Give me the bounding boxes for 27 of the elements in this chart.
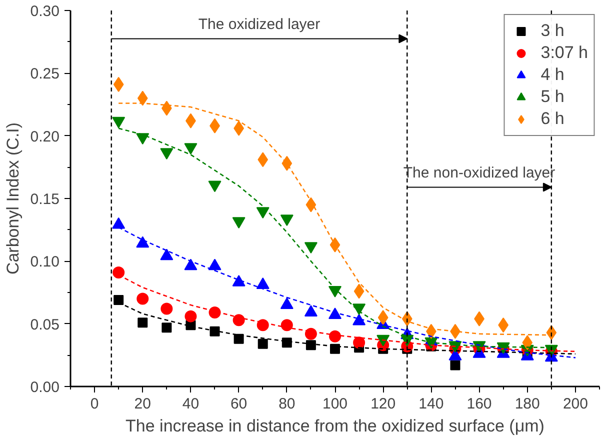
x-tick-label: 160: [466, 396, 492, 412]
x-tick-label: 20: [134, 396, 151, 412]
x-tick-label: 0: [90, 396, 99, 412]
x-tick-label: 100: [322, 396, 348, 412]
y-tick-label: 0.05: [30, 316, 60, 334]
annotation: The oxidized layer: [198, 16, 320, 34]
annotation: The non-oxidized layer: [403, 164, 556, 182]
legend-label: 5 h: [540, 87, 564, 107]
y-tick-label: 0.10: [30, 254, 60, 271]
legend-label: 4 h: [540, 65, 564, 85]
x-tick-label: 80: [278, 396, 296, 412]
legend-label: 3:07 h: [540, 43, 588, 63]
y-axis-title: Carbonyl Index (C.I): [3, 122, 22, 275]
x-tick-label: 180: [514, 396, 540, 412]
legend-label: 3 h: [540, 21, 564, 41]
y-tick-label: 0.30: [30, 3, 60, 20]
x-tick-label: 200: [562, 396, 588, 412]
y-tick-label: 0.00: [30, 379, 60, 396]
x-tick-label: 140: [418, 396, 444, 412]
legend-label: 6 h: [540, 109, 564, 129]
y-tick-label: 0.20: [30, 128, 60, 146]
y-tick-label: 0.25: [30, 66, 60, 83]
x-tick-label: 120: [370, 396, 396, 412]
y-tick-label: 0.15: [30, 191, 60, 208]
x-tick-label: 60: [230, 396, 248, 412]
x-tick-label: 40: [182, 396, 200, 412]
x-axis-title: The increase in distance from the oxidized surface (μm): [126, 416, 544, 436]
